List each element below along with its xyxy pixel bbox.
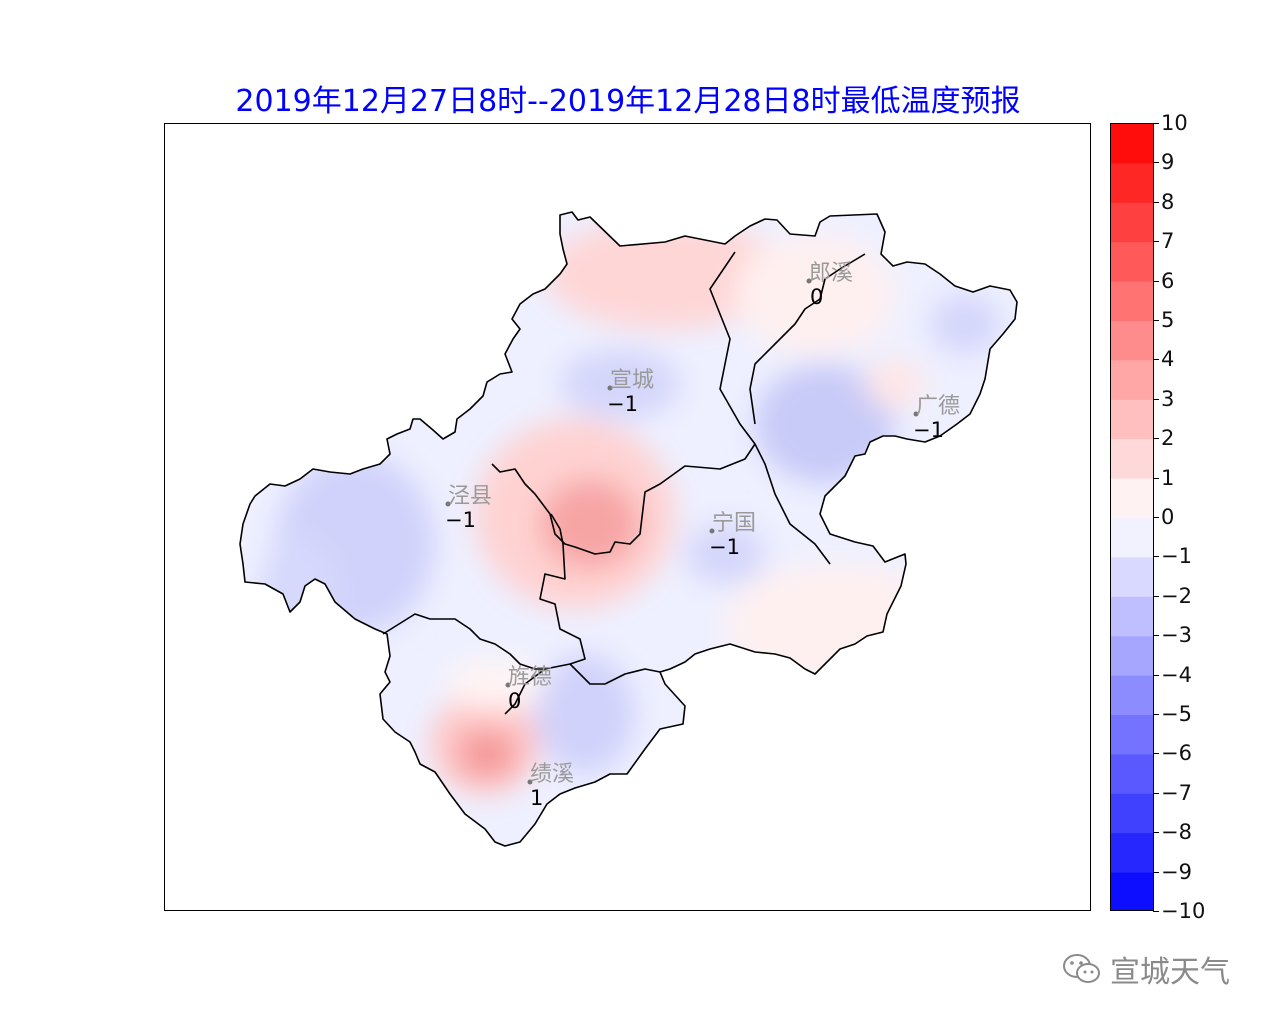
colorbar-swatch	[1111, 281, 1153, 322]
colorbar-swatch	[1111, 596, 1153, 637]
colorbar-tick-labels: 10 9 8 7 6 5 4 3 2 1 0 −1 −2 −3 −4 −5 −6 −7 −8 −9 −10	[1153, 111, 1213, 923]
map-title: 2019年12月27日8时--2019年12月28日8时最低温度预报	[235, 84, 1021, 119]
colorbar-swatch	[1111, 321, 1153, 361]
tick-label: 9	[1161, 150, 1175, 175]
colorbar-swatch	[1111, 360, 1153, 401]
station-name: 宣城	[610, 368, 654, 393]
colorbar-swatch	[1111, 793, 1153, 834]
tick-label: −2	[1161, 583, 1192, 608]
station-jixi: 绩溪 1	[527, 762, 574, 810]
colorbar	[1110, 123, 1154, 911]
tick-mark	[1153, 241, 1159, 243]
tick-mark	[1153, 320, 1159, 321]
colorbar-swatch	[1111, 557, 1153, 598]
county-boundaries	[239, 211, 1018, 847]
tick-mark	[1153, 714, 1159, 715]
station-ningguo: 宁国 −1	[709, 511, 756, 559]
tick-mark	[1153, 556, 1159, 558]
watermark-text: 宣城天气	[1110, 955, 1230, 990]
tick-mark	[1153, 792, 1159, 794]
station-value: −1	[913, 418, 944, 442]
temperature-field	[240, 212, 1017, 846]
station-name: 旌德	[508, 665, 552, 690]
colorbar-swatch	[1111, 872, 1153, 910]
station-value: 0	[810, 285, 823, 309]
tick-label: 3	[1161, 386, 1175, 411]
colorbar-swatches	[1111, 124, 1153, 910]
station-markers: 郎溪 0 宣城 −1 广德 −1 泾县 −1 宁国 −1	[445, 261, 960, 810]
station-value: −1	[607, 392, 638, 416]
station-langxi: 郎溪 0	[806, 261, 853, 309]
station-value: −1	[709, 535, 740, 559]
station-jingde: 旌德 0	[505, 665, 552, 713]
tick-label: −1	[1161, 544, 1192, 569]
watermark: 宣城天气	[1062, 945, 1230, 993]
colorbar-swatch	[1111, 675, 1153, 716]
tick-label: 8	[1161, 189, 1175, 214]
tick-mark	[1153, 753, 1159, 755]
tick-mark	[1153, 832, 1159, 834]
tick-label: 5	[1161, 308, 1175, 332]
station-value: 0	[508, 689, 521, 713]
colorbar-swatch	[1111, 124, 1153, 164]
tick-mark	[1153, 201, 1159, 203]
tick-mark	[1153, 477, 1159, 479]
tick-label: −4	[1161, 662, 1192, 687]
map-frame: 郎溪 0 宣城 −1 广德 −1 泾县 −1 宁国 −1	[164, 123, 1091, 911]
tick-label: −7	[1161, 780, 1192, 805]
tick-mark	[1153, 871, 1159, 873]
station-name: 宁国	[712, 511, 756, 536]
colorbar-swatch	[1111, 478, 1153, 519]
tick-mark	[1153, 280, 1159, 282]
tick-label: −6	[1161, 741, 1192, 766]
tick-mark	[1153, 674, 1159, 676]
colorbar-swatch	[1111, 715, 1153, 755]
station-jingxian: 泾县 −1	[445, 484, 492, 532]
station-xuancheng: 宣城 −1	[607, 368, 654, 416]
tick-mark	[1153, 123, 1159, 124]
tick-label: 2	[1161, 426, 1175, 451]
station-value: −1	[445, 508, 476, 532]
colorbar-swatch	[1111, 754, 1153, 795]
tick-label: 4	[1161, 347, 1175, 372]
tick-label: 1	[1161, 465, 1175, 490]
tick-label: −3	[1161, 623, 1192, 648]
station-name: 广德	[916, 394, 960, 419]
tick-label: −8	[1161, 820, 1192, 845]
colorbar-swatch	[1111, 636, 1153, 677]
wechat-icon	[1063, 954, 1100, 983]
tick-mark	[1153, 398, 1159, 400]
colorbar-swatch	[1111, 202, 1153, 243]
colorbar-swatch	[1111, 242, 1153, 283]
colorbar-swatch	[1111, 439, 1153, 480]
tick-mark	[1153, 517, 1159, 518]
tick-mark	[1153, 438, 1159, 440]
tick-label: 6	[1161, 268, 1175, 293]
station-name: 绩溪	[530, 762, 574, 787]
tick-label: 7	[1161, 229, 1175, 254]
station-guangde: 广德 −1	[913, 394, 960, 442]
tick-mark	[1153, 595, 1159, 597]
tick-mark	[1153, 911, 1159, 912]
colorbar-swatch	[1111, 163, 1153, 204]
tick-label: 0	[1161, 505, 1175, 529]
temperature-map: 郎溪 0 宣城 −1 广德 −1 泾县 −1 宁国 −1	[239, 211, 1018, 847]
tick-label: −9	[1161, 859, 1192, 884]
tick-label: −5	[1161, 702, 1192, 726]
colorbar-swatch	[1111, 399, 1153, 440]
tick-label: −10	[1161, 899, 1206, 923]
station-name: 泾县	[448, 484, 492, 509]
tick-label: 10	[1161, 111, 1188, 135]
tick-mark	[1153, 359, 1159, 361]
colorbar-swatch	[1111, 833, 1153, 874]
station-value: 1	[530, 786, 543, 810]
colorbar-swatch	[1111, 518, 1153, 558]
tick-mark	[1153, 635, 1159, 637]
station-name: 郎溪	[809, 261, 853, 286]
tick-mark	[1153, 162, 1159, 164]
